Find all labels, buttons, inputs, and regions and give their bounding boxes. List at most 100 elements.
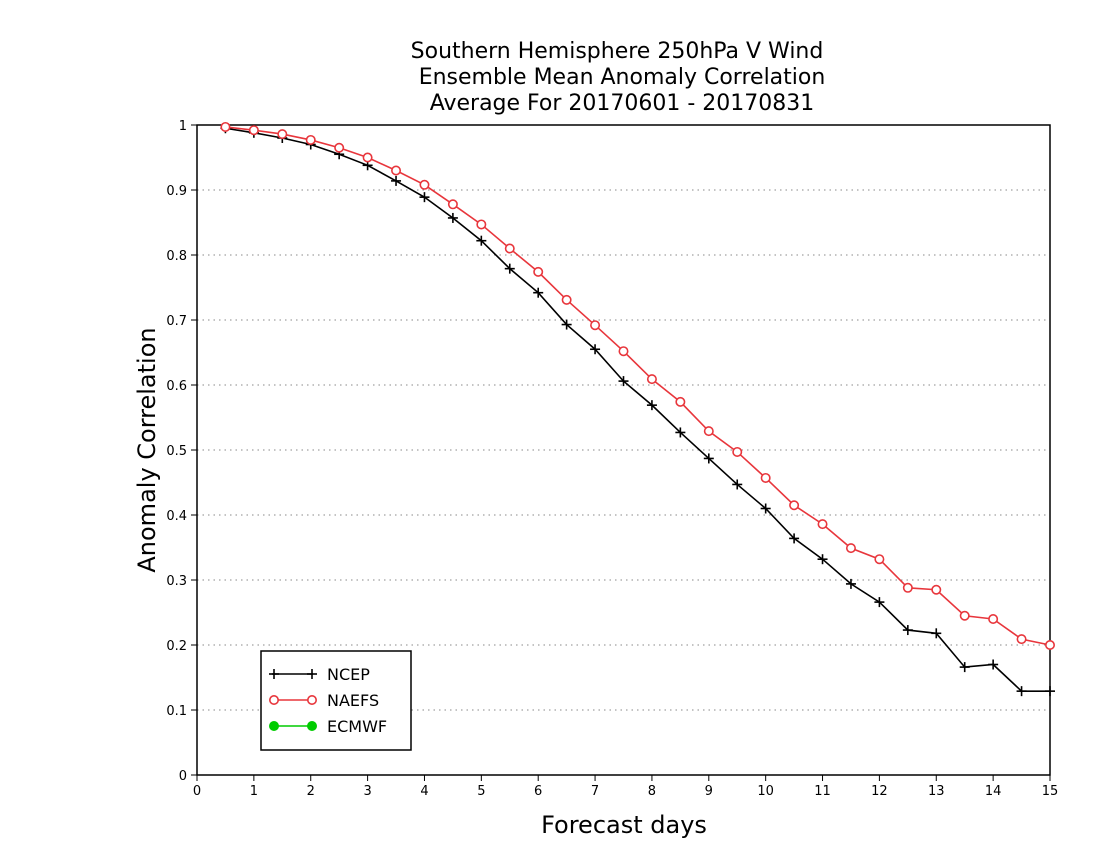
ncep-point: [590, 344, 601, 355]
legend-label-ecmwf: ECMWF: [327, 717, 387, 736]
ncep-point: [419, 192, 430, 203]
ncep-point: [874, 597, 885, 608]
naefs-point: [1045, 639, 1056, 650]
title-line-2: Ensemble Mean Anomaly Correlation: [419, 65, 826, 90]
ncep-point: [675, 427, 686, 438]
gridlines: [197, 124, 1050, 711]
naefs-point: [760, 472, 771, 483]
x-tick-label: 15: [1042, 784, 1059, 799]
naefs-point: [476, 219, 487, 230]
x-tick-label: 2: [307, 784, 315, 799]
title-line-1: Southern Hemisphere 250hPa V Wind: [411, 39, 824, 64]
ncep-point: [646, 400, 657, 411]
ncep-point: [533, 287, 544, 298]
naefs-point: [1016, 634, 1027, 645]
naefs-line: [225, 126, 1051, 646]
x-tick-label: 8: [648, 784, 656, 799]
y-tick-label: 0.1: [166, 704, 187, 719]
naefs-point: [334, 142, 345, 153]
x-tick-label: 7: [591, 784, 599, 799]
ncep-point: [789, 533, 800, 544]
naefs-point: [902, 582, 913, 593]
legend: NCEP NAEFS ECMWF: [260, 650, 412, 751]
naefs-point: [732, 446, 743, 457]
y-tick-label: 0: [179, 769, 187, 784]
x-tick-label: 9: [705, 784, 713, 799]
ncep-line: [225, 127, 1050, 692]
x-tick-label: 5: [477, 784, 485, 799]
x-tick-label: 11: [814, 784, 831, 799]
ncep-point: [504, 263, 515, 274]
naefs-point: [789, 500, 800, 511]
y-tick-label: 0.8: [166, 249, 187, 264]
x-tick-label: 13: [928, 784, 945, 799]
ncep-point: [845, 578, 856, 589]
naefs-point: [959, 610, 970, 621]
y-tick-label: 0.4: [166, 509, 187, 524]
ncep-point: [1045, 686, 1055, 697]
legend-label-naefs: NAEFS: [327, 691, 379, 710]
ncep-point: [476, 235, 487, 246]
series-ncep: [220, 123, 1055, 697]
naefs-point: [277, 129, 288, 140]
title-line-3: Average For 20170601 - 20170831: [430, 91, 815, 116]
legend-entry-naefs: NAEFS: [268, 691, 379, 710]
naefs-point: [561, 294, 572, 305]
ncep-point: [902, 625, 913, 636]
naefs-point: [447, 199, 458, 210]
y-axis-label: Anomaly Correlation: [133, 327, 161, 572]
naefs-point: [646, 374, 657, 385]
x-tick-label: 6: [534, 784, 542, 799]
y-tick-label: 0.2: [166, 639, 187, 654]
legend-marker-naefs: [268, 694, 279, 705]
ncep-point: [959, 662, 970, 673]
y-tick-label: 0.9: [166, 184, 187, 199]
naefs-point: [533, 266, 544, 277]
x-tick-label: 10: [757, 784, 774, 799]
naefs-point: [874, 554, 885, 565]
x-tick-label: 3: [363, 784, 371, 799]
ncep-point: [561, 319, 572, 330]
y-tick-label: 0.5: [166, 444, 187, 459]
x-axis-label: Forecast days: [541, 811, 707, 839]
naefs-point: [618, 346, 629, 357]
naefs-point: [817, 519, 828, 530]
y-tick-label: 0.7: [166, 314, 187, 329]
naefs-point: [248, 125, 259, 136]
ncep-point: [988, 659, 999, 670]
naefs-point: [703, 426, 714, 437]
ncep-point: [618, 376, 629, 387]
naefs-point: [305, 134, 316, 145]
ncep-point: [760, 503, 771, 514]
ncep-point: [817, 554, 828, 565]
naefs-point: [590, 320, 601, 331]
series-naefs: [220, 121, 1056, 650]
naefs-point: [931, 584, 942, 595]
legend-entry-ncep: NCEP: [269, 665, 370, 684]
x-tick-label: 12: [871, 784, 888, 799]
y-tick-label: 0.6: [166, 379, 187, 394]
naefs-point: [845, 543, 856, 554]
chart-title: Southern Hemisphere 250hPa V Wind Ensemb…: [411, 39, 826, 116]
x-tick-label: 14: [985, 784, 1002, 799]
ncep-point: [391, 175, 402, 186]
legend-label-ncep: NCEP: [327, 665, 370, 684]
ncep-point: [732, 479, 743, 490]
legend-marker-naefs: [306, 694, 317, 705]
x-tick-label: 4: [420, 784, 428, 799]
naefs-point: [988, 613, 999, 624]
x-tick-label: 0: [193, 784, 201, 799]
naefs-point: [391, 165, 402, 176]
legend-marker-ncep: [307, 669, 317, 679]
naefs-point: [675, 396, 686, 407]
naefs-point: [220, 121, 231, 132]
x-tick-label: 1: [250, 784, 258, 799]
naefs-point: [419, 179, 430, 190]
series-layer: [220, 121, 1056, 697]
ncep-point: [703, 453, 714, 464]
ncep-point: [1016, 686, 1027, 697]
naefs-point: [362, 152, 373, 163]
legend-marker-ncep: [269, 669, 279, 679]
legend-marker-ecmwf: [307, 721, 317, 731]
